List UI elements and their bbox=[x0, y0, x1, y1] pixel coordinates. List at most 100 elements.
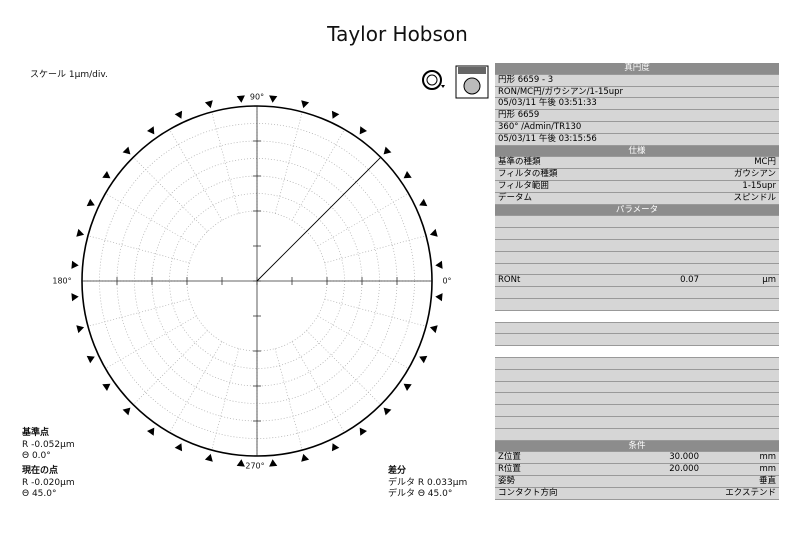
icon bbox=[422, 65, 489, 99]
panel-row bbox=[495, 334, 779, 347]
grid-spoke bbox=[169, 129, 223, 221]
marker bbox=[86, 198, 95, 207]
cell-value: 0.07 bbox=[680, 275, 699, 286]
panel-row: 円形 6659 bbox=[495, 110, 779, 122]
panel-row: コンタクト方向 エクステンド bbox=[495, 487, 779, 500]
marker bbox=[86, 355, 95, 364]
panel-row bbox=[495, 263, 779, 276]
value: R -0.052μm bbox=[22, 440, 75, 450]
panel-row: RONt 0.07 μm bbox=[495, 275, 779, 288]
section-title: 条件 bbox=[628, 440, 646, 451]
value: Θ 0.0° bbox=[22, 451, 51, 461]
panel-row: R位置 20.000 mm bbox=[495, 464, 779, 476]
marker bbox=[403, 383, 412, 391]
section-title: 仕様 bbox=[628, 145, 646, 156]
panel-row bbox=[495, 251, 779, 264]
cell-label: Z位置 bbox=[498, 452, 521, 463]
cell-label: RONt bbox=[498, 275, 521, 286]
grid-spoke bbox=[211, 111, 240, 214]
cell-label: 円形 6659 - 3 bbox=[498, 74, 554, 85]
angle-label: 270° bbox=[245, 462, 264, 471]
marker bbox=[236, 459, 245, 467]
panel-row: 円形 6659 - 3 bbox=[495, 74, 779, 87]
cell-value: 30.000 bbox=[669, 452, 699, 463]
grid-spoke bbox=[291, 341, 345, 433]
panel-row bbox=[495, 310, 779, 323]
grid-spoke bbox=[317, 315, 409, 369]
grid-spoke bbox=[87, 298, 190, 327]
grid-spoke bbox=[133, 157, 208, 232]
marker bbox=[301, 100, 310, 109]
marker bbox=[269, 95, 278, 103]
panel-row: 05/03/11 午後 03:15:56 bbox=[495, 133, 779, 146]
value: R -0.020μm bbox=[22, 478, 75, 488]
label: 差分 bbox=[388, 466, 407, 476]
cell-value: スピンドル bbox=[733, 192, 776, 203]
marker bbox=[204, 100, 213, 109]
cell-label: 05/03/11 午後 03:15:56 bbox=[498, 133, 597, 144]
grid-spoke bbox=[306, 330, 381, 405]
panel-row bbox=[495, 287, 779, 299]
cell-label: 360° /Admin/TR130 bbox=[498, 122, 582, 132]
grid-spoke bbox=[87, 235, 190, 264]
panel-row: 05/03/11 午後 03:51:33 bbox=[495, 98, 779, 111]
angle-label: 180° bbox=[52, 277, 71, 286]
grid-spoke bbox=[291, 129, 345, 221]
cell-unit: mm bbox=[759, 452, 776, 463]
title: Taylor Hobson bbox=[327, 22, 468, 46]
cell-label: 姿勢 bbox=[498, 476, 516, 486]
grid-spoke bbox=[169, 341, 223, 433]
panel-row: RON/MC円/ガウシアン/1-15upr bbox=[495, 86, 779, 99]
grid-spoke bbox=[105, 315, 197, 369]
grid-spoke bbox=[274, 111, 303, 214]
cell-label: R位置 bbox=[498, 464, 521, 475]
panel-row: フィルタ範囲 1-15upr bbox=[495, 181, 779, 193]
panel-row bbox=[495, 216, 779, 229]
grid-spoke bbox=[324, 298, 427, 327]
panel-row bbox=[495, 369, 779, 382]
angle-label: 90° bbox=[250, 93, 264, 102]
panel-row: データム スピンドル bbox=[495, 192, 779, 205]
panel-row: フィルタの種類 ガウシアン bbox=[495, 169, 779, 181]
cell-label: コンタクト方向 bbox=[498, 487, 558, 498]
marker bbox=[147, 427, 155, 436]
cell-label: 円形 6659 bbox=[498, 110, 540, 121]
marker bbox=[204, 453, 213, 462]
marker bbox=[174, 110, 183, 119]
profile bbox=[81, 105, 433, 457]
cell-value: ガウシアン bbox=[733, 169, 776, 180]
section-header: 真円度 bbox=[495, 63, 779, 75]
section-title: パラメータ bbox=[615, 204, 659, 215]
value: Θ 45.0° bbox=[22, 489, 57, 499]
marker bbox=[76, 325, 85, 334]
panel-row bbox=[495, 381, 779, 394]
grid-spoke bbox=[274, 348, 303, 451]
grid-spoke bbox=[105, 193, 197, 247]
cell-value: エクステンド bbox=[725, 487, 776, 498]
panel-row: 360° /Admin/TR130 bbox=[495, 122, 779, 134]
panel-row bbox=[495, 299, 779, 311]
value: デルタ R 0.033μm bbox=[388, 478, 468, 488]
cell-label: フィルタ範囲 bbox=[498, 181, 549, 191]
panel-row bbox=[495, 240, 779, 252]
grid-spoke bbox=[317, 193, 409, 247]
cell-value: 垂直 bbox=[758, 476, 776, 486]
marker bbox=[331, 110, 340, 119]
grid-spoke bbox=[133, 330, 208, 405]
section-title: 真円度 bbox=[624, 63, 650, 73]
panel-row bbox=[495, 322, 779, 335]
section-header: 条件 bbox=[495, 440, 779, 453]
panel-row bbox=[495, 417, 779, 429]
cell-value: 1-15upr bbox=[742, 181, 776, 191]
cell-label: フィルタの種類 bbox=[498, 169, 558, 180]
marker bbox=[269, 459, 278, 467]
marker bbox=[359, 126, 367, 135]
label: 現在の点 bbox=[22, 466, 59, 476]
marker bbox=[174, 443, 183, 452]
marker bbox=[71, 260, 79, 269]
marker bbox=[419, 355, 428, 364]
marker bbox=[419, 198, 428, 207]
marker bbox=[429, 228, 438, 237]
marker bbox=[122, 407, 131, 416]
grid-spoke bbox=[211, 348, 240, 451]
